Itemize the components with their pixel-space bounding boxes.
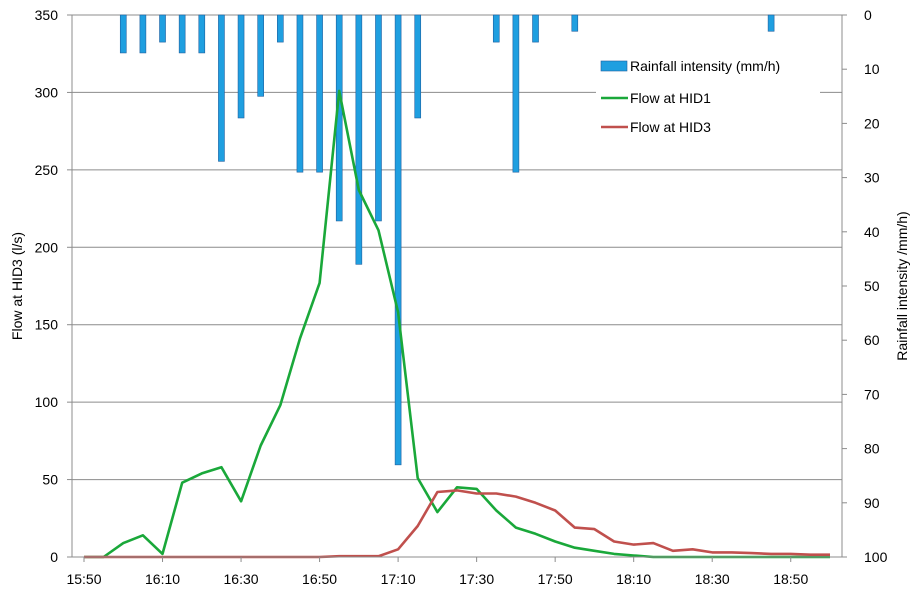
- legend-background: [596, 50, 820, 148]
- rainfall-bar-16: [492, 14, 500, 43]
- x-tick-label-1: 16:10: [145, 571, 180, 587]
- flow-lines: [84, 89, 830, 559]
- rainfall-bar-7: [257, 14, 264, 97]
- left-tick-label-7: 350: [35, 7, 59, 23]
- series-line-1: [84, 489, 830, 559]
- rainfall-bar-3: [178, 14, 186, 54]
- rainfall-bar-19: [571, 14, 579, 32]
- right-tick-label-9: 90: [864, 495, 880, 511]
- x-tick-label-4: 17:10: [381, 571, 416, 587]
- x-tick-label-3: 16:50: [302, 571, 337, 587]
- y-axis-left-title: Flow at HID3 (l/s): [9, 232, 25, 340]
- left-tick-label-6: 300: [35, 84, 59, 100]
- x-axis-ticks: 15:50 16:10 16:30 16:50 17:10 17:30 17:50 18:10…: [66, 557, 808, 587]
- legend-label-line-1: Flow at HID3: [630, 119, 711, 135]
- rainfall-bar-12: [355, 14, 363, 265]
- rainfall-bar-10: [316, 14, 323, 173]
- right-tick-label-0: 0: [864, 7, 872, 23]
- left-tick-label-0: 0: [50, 549, 58, 565]
- rainfall-bars: [119, 14, 775, 466]
- right-tick-label-2: 20: [864, 115, 880, 131]
- right-tick-label-8: 80: [864, 441, 880, 457]
- right-tick-label-3: 30: [864, 170, 880, 186]
- x-tick-label-7: 18:10: [616, 571, 651, 587]
- x-tick-label-9: 18:50: [773, 571, 808, 587]
- rainfall-bar-4: [198, 14, 206, 54]
- rainfall-bar-1: [139, 14, 147, 54]
- x-tick-label-6: 17:50: [538, 571, 573, 587]
- x-tick-label-5: 17:30: [459, 571, 494, 587]
- rainfall-bar-5: [218, 14, 225, 162]
- x-tick-label-0: 15:50: [66, 571, 101, 587]
- legend-swatch-rainfall: [600, 60, 628, 72]
- left-tick-label-3: 150: [35, 317, 59, 333]
- gridlines: [72, 14, 842, 558]
- right-tick-label-10: 100: [864, 549, 888, 565]
- rainfall-bar-20: [767, 14, 775, 32]
- right-axis-ticks: 0 10 20 30 40 50 60 70 80 90 100: [842, 7, 888, 565]
- legend: Rainfall intensity (mm/h) Flow at HID1 Flo…: [596, 50, 820, 148]
- x-tick-label-2: 16:30: [224, 571, 259, 587]
- right-tick-label-7: 70: [864, 386, 880, 402]
- rainfall-bar-13: [375, 14, 382, 222]
- right-tick-label-4: 40: [864, 224, 880, 240]
- right-tick-label-6: 60: [864, 332, 880, 348]
- left-tick-label-2: 100: [35, 394, 59, 410]
- right-tick-label-5: 50: [864, 278, 880, 294]
- right-tick-label-1: 10: [864, 61, 880, 77]
- rainfall-bar-9: [296, 14, 304, 173]
- series-line-0: [84, 89, 830, 559]
- x-tick-label-8: 18:30: [695, 571, 730, 587]
- rainfall-bar-14: [394, 14, 402, 466]
- left-tick-label-1: 50: [42, 472, 58, 488]
- rainfall-bar-6: [237, 14, 245, 119]
- left-tick-label-5: 250: [35, 162, 59, 178]
- left-axis-ticks: 0 50 100 150 200 250 300 350: [35, 7, 72, 565]
- rainfall-bar-8: [277, 14, 284, 43]
- left-tick-label-4: 200: [35, 239, 59, 255]
- rainfall-bar-15: [414, 14, 422, 119]
- legend-label-rainfall: Rainfall intensity (mm/h): [630, 58, 780, 74]
- rainfall-bar-18: [532, 14, 539, 43]
- y-axis-right-title: Rainfall intensity /mm/h): [894, 211, 910, 360]
- legend-label-line-0: Flow at HID1: [630, 90, 711, 106]
- rainfall-bar-0: [119, 14, 127, 54]
- rainfall-bar-2: [159, 14, 166, 43]
- rainfall-bar-17: [512, 14, 520, 173]
